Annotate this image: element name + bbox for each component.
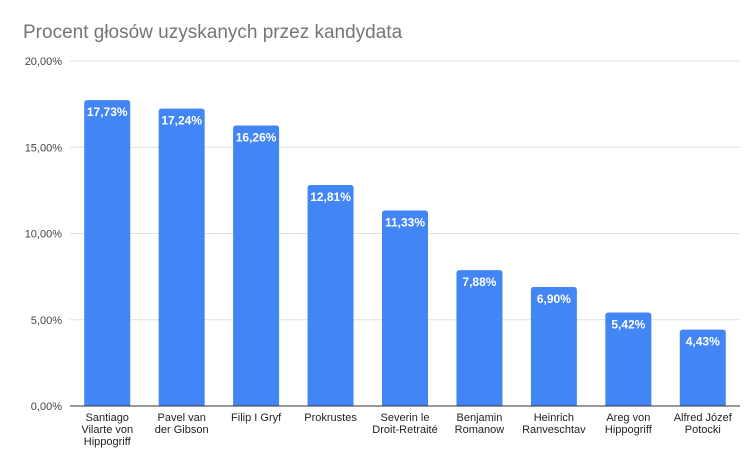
data-label: 12,81% xyxy=(310,190,351,204)
y-tick-label: 20,00% xyxy=(25,56,63,68)
x-tick-label: Filip I Gryf xyxy=(231,412,282,424)
data-label: 5,42% xyxy=(611,318,645,332)
data-label: 16,26% xyxy=(236,131,277,145)
y-tick-label: 5,00% xyxy=(31,315,62,327)
bar xyxy=(530,286,577,406)
bar xyxy=(233,125,280,406)
x-tick-label: Areg von Hippogriff xyxy=(605,412,653,436)
data-label: 17,24% xyxy=(161,114,202,128)
data-label: 7,88% xyxy=(462,275,496,289)
data-label: 4,43% xyxy=(686,335,720,349)
bars xyxy=(84,100,726,407)
bar xyxy=(679,329,726,406)
x-tick-label: Prokrustes xyxy=(304,412,357,424)
data-labels: 17,73% 17,24% 16,26% 12,81% 11,33% 7,88% 6,90%… xyxy=(87,105,720,348)
bar xyxy=(605,312,652,406)
bar xyxy=(84,100,131,406)
x-tick-label: Severin le Droit-Retraité xyxy=(372,412,437,436)
x-tick-label: Heinrich Ranveschtav xyxy=(522,412,586,436)
x-tick-label: Pavel van der Gibson xyxy=(155,412,209,436)
y-tick-label: 10,00% xyxy=(25,229,63,241)
bar xyxy=(158,108,205,407)
bar xyxy=(456,270,503,406)
bar xyxy=(382,210,428,406)
x-tick-label: Alfred Józef Potocki xyxy=(674,412,733,436)
data-label: 17,73% xyxy=(87,105,128,119)
y-axis-ticks: 0,00% 5,00% 10,00% 15,00% 20,00% xyxy=(25,56,63,413)
x-tick-label: Benjamin Romanow xyxy=(455,412,505,436)
chart-title: Procent głosów uzyskanych przez kandydat… xyxy=(23,22,403,43)
y-tick-label: 0,00% xyxy=(31,401,62,413)
x-axis-ticks: Santiago Vilarte von Hippogriff Pavel van de… xyxy=(81,412,732,448)
x-tick-label: Santiago Vilarte von Hippogriff xyxy=(81,412,133,448)
data-label: 6,90% xyxy=(537,292,571,306)
y-tick-label: 15,00% xyxy=(25,142,63,154)
data-label: 11,33% xyxy=(385,216,425,230)
bar xyxy=(307,185,354,406)
